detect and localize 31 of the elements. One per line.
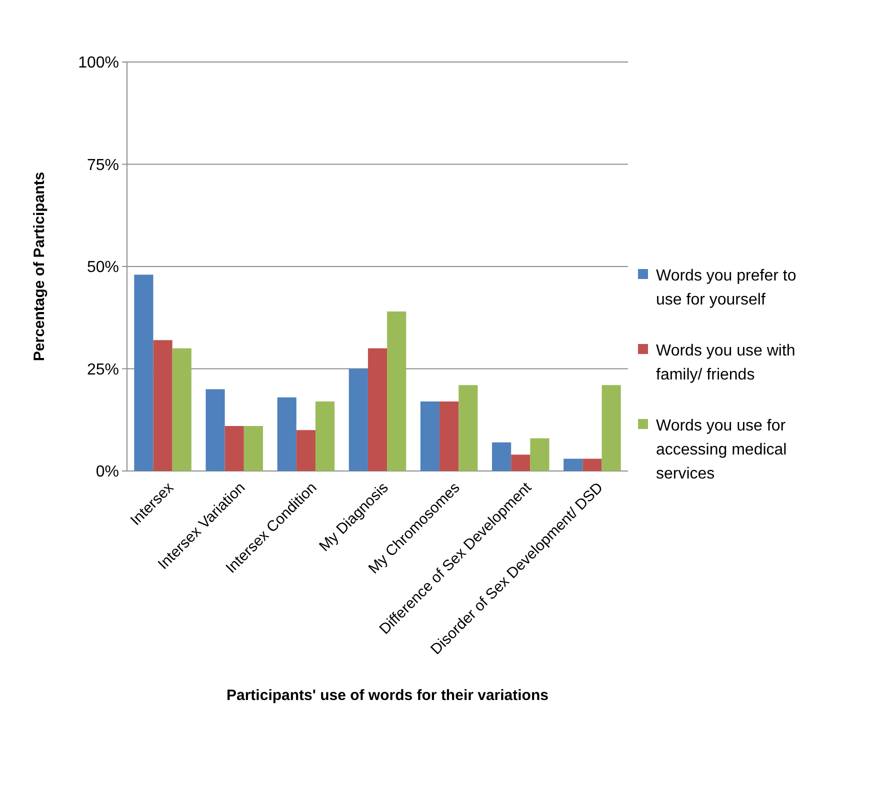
x-axis-title: Participants' use of words for their variations: [226, 687, 548, 704]
bar: [582, 458, 602, 471]
bar: [153, 340, 172, 471]
bar: [348, 368, 368, 471]
bar: [602, 385, 621, 471]
bar: [458, 385, 478, 471]
bar: [564, 458, 583, 471]
bar: [492, 442, 512, 471]
bar: [511, 454, 530, 471]
y-tick-label: 75%: [86, 156, 119, 174]
y-tick-label: 50%: [86, 259, 119, 276]
bar: [172, 348, 192, 471]
bar: [224, 426, 244, 471]
bar: [244, 426, 263, 471]
bar: [134, 274, 154, 471]
y-tick-label: 0%: [96, 464, 119, 481]
y-axis-title: Percentage of Participants: [31, 172, 48, 362]
legend-label: Words you use for accessing medical services: [656, 418, 787, 483]
bar: [206, 389, 225, 471]
bar: [315, 401, 335, 471]
bar: [387, 311, 406, 471]
bar: [530, 438, 550, 471]
legend-label: Words you prefer to use for yourself: [656, 268, 796, 309]
bar: [368, 348, 388, 471]
y-tick-label: 100%: [78, 54, 119, 72]
bar: [420, 401, 440, 471]
y-tick-label: 25%: [86, 361, 119, 378]
bar: [440, 401, 459, 471]
bar: [277, 397, 296, 471]
bar: [296, 430, 316, 471]
legend-label: Words you use with family/ friends: [656, 342, 796, 384]
